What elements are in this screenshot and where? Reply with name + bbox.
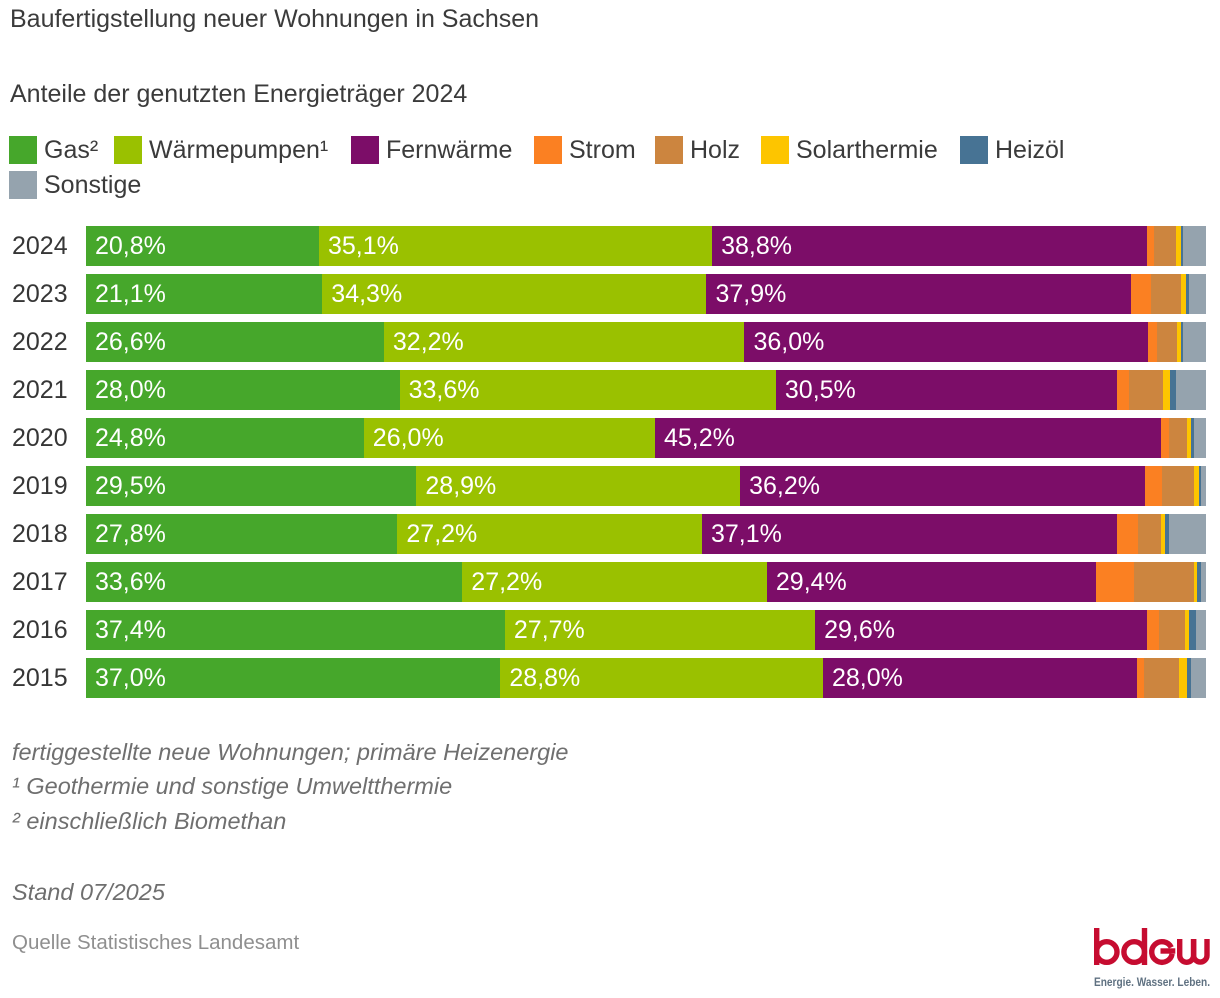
svg-text:Energie. Wasser. Leben.: Energie. Wasser. Leben.	[1094, 977, 1210, 989]
